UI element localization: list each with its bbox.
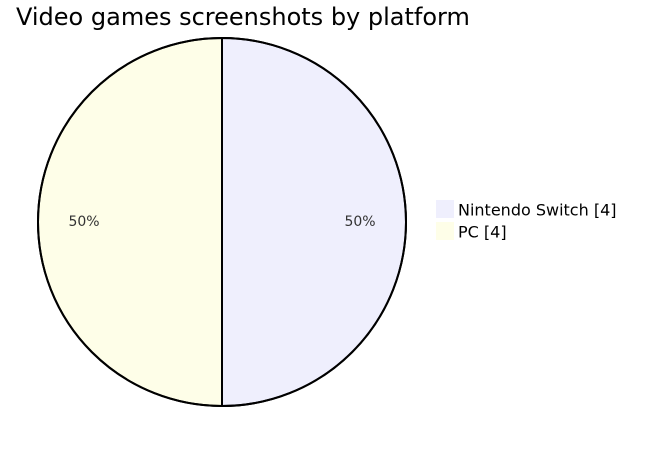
legend-label-nintendo-switch: Nintendo Switch [4]	[458, 201, 617, 220]
slice-percent-labels: 50% 50%	[68, 214, 375, 230]
legend-label-pc: PC [4]	[458, 223, 507, 242]
legend-swatch-pc	[436, 222, 454, 240]
legend-swatch-nintendo-switch	[436, 200, 454, 218]
slice-percent-label-pc: 50%	[68, 214, 99, 230]
pie-slice-nintendo-switch	[221, 37, 407, 407]
chart-title: Video games screenshots by platform	[16, 3, 470, 31]
slice-percent-label-nintendo-switch: 50%	[344, 214, 375, 230]
legend: Nintendo Switch [4] PC [4]	[436, 200, 617, 242]
pie-slice-pc	[37, 37, 223, 407]
pie-outline	[37, 37, 407, 407]
